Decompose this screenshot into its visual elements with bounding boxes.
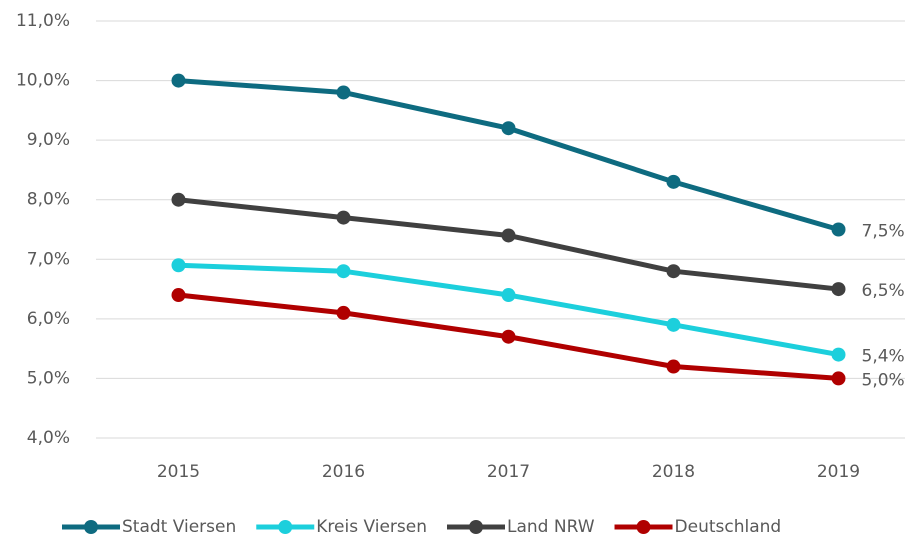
data-point <box>666 359 681 374</box>
data-point <box>831 371 846 386</box>
legend-marker <box>636 520 651 534</box>
y-tick-label: 6,0% <box>27 309 70 329</box>
data-point <box>831 222 846 237</box>
x-tick-label: 2015 <box>157 462 200 482</box>
y-tick-label: 4,0% <box>27 428 70 448</box>
data-point <box>336 210 351 225</box>
legend-item: Stadt Viersen <box>62 517 236 537</box>
data-point <box>171 258 186 273</box>
data-point <box>831 282 846 297</box>
legend-label: Land NRW <box>507 517 595 537</box>
legend-label: Stadt Viersen <box>122 517 236 537</box>
data-point <box>171 192 186 207</box>
legend-item: Deutschland <box>614 517 782 537</box>
legend-item: Kreis Viersen <box>256 517 427 537</box>
legend-item: Land NRW <box>447 517 595 537</box>
legend-label: Kreis Viersen <box>316 517 427 537</box>
series-line <box>178 78 840 232</box>
data-point <box>336 85 351 100</box>
data-point <box>336 264 351 279</box>
data-point <box>666 317 681 332</box>
x-tick-label: 2019 <box>817 462 860 482</box>
legend-marker <box>469 520 483 534</box>
data-point <box>501 329 516 344</box>
data-label: 5,4% <box>862 347 905 367</box>
data-point <box>501 228 516 243</box>
legend-marker <box>84 520 98 534</box>
x-tick-label: 2018 <box>652 462 695 482</box>
data-point <box>666 174 681 189</box>
y-tick-label: 9,0% <box>27 130 70 150</box>
x-tick-label: 2017 <box>487 462 530 482</box>
y-tick-label: 7,0% <box>27 249 70 269</box>
y-tick-label: 5,0% <box>27 368 70 388</box>
data-point <box>501 288 516 303</box>
data-point <box>336 305 351 320</box>
data-point <box>501 121 516 136</box>
data-label: 5,0% <box>862 370 905 390</box>
y-tick-label: 8,0% <box>27 190 70 210</box>
x-tick-label: 2016 <box>322 462 365 482</box>
legend-label: Deutschland <box>675 517 782 537</box>
y-tick-label: 10,0% <box>16 71 70 91</box>
data-point <box>171 73 186 88</box>
data-point <box>831 347 846 362</box>
data-point <box>171 288 186 303</box>
legend-marker <box>278 520 293 534</box>
data-label: 6,5% <box>862 281 905 301</box>
series-line <box>178 197 839 292</box>
y-tick-label: 11,0% <box>16 11 70 31</box>
legend: Stadt Viersen Kreis Viersen Land NRW Deutsc… <box>62 517 781 537</box>
data-label: 7,5% <box>862 222 905 242</box>
data-point <box>666 264 681 279</box>
